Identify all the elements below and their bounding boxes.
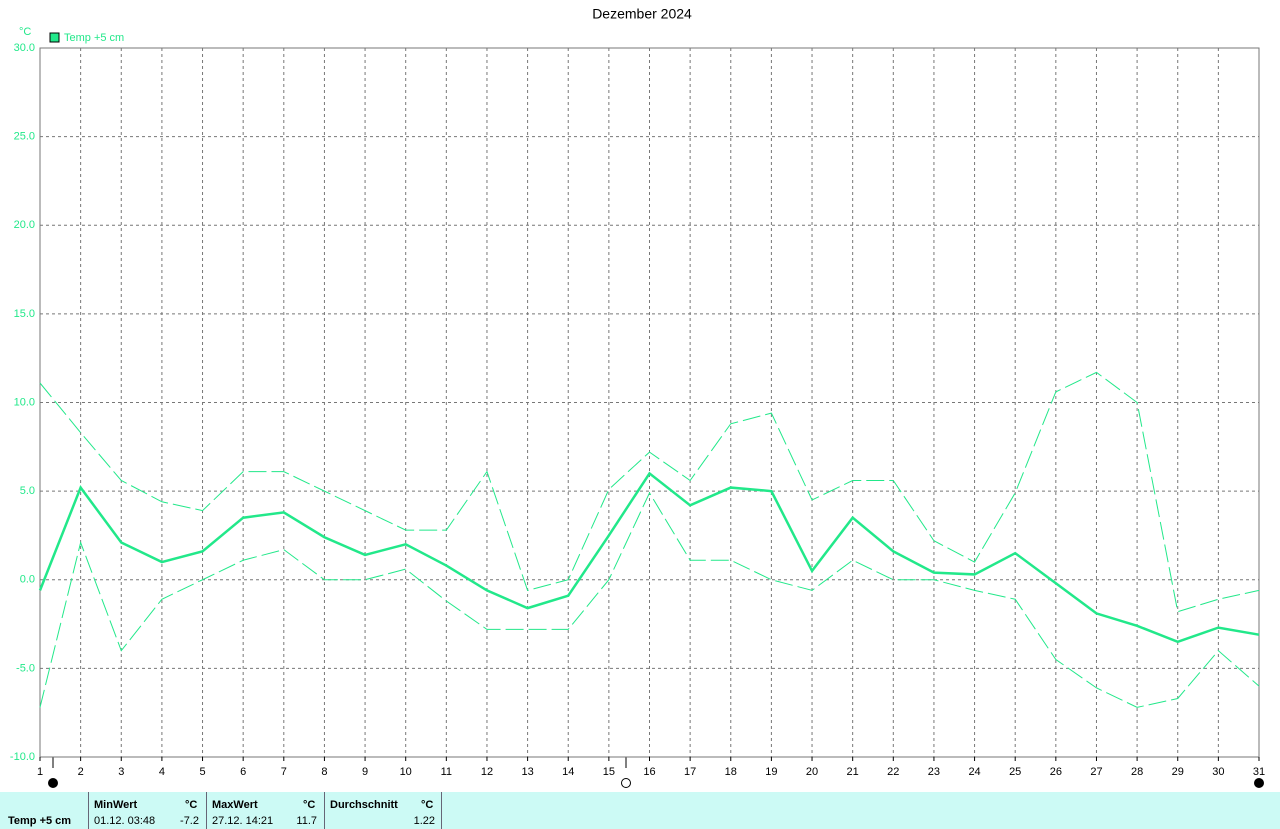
value: -7.2 <box>180 815 199 827</box>
x-tick-label: 20 <box>806 766 818 778</box>
x-tick-label: 13 <box>521 766 533 778</box>
x-tick-label: 29 <box>1172 766 1184 778</box>
x-tick-label: 21 <box>847 766 859 778</box>
unit: °C <box>421 799 434 811</box>
max-line <box>39 371 1260 613</box>
separator <box>206 792 207 829</box>
x-tick-label: 24 <box>968 766 980 778</box>
x-tick-label: 28 <box>1131 766 1143 778</box>
unit: °C <box>185 799 198 811</box>
x-tick-label: 19 <box>765 766 777 778</box>
y-tick-label: 5.0 <box>20 485 35 497</box>
x-tick-label: 27 <box>1090 766 1102 778</box>
x-tick-label: 31 <box>1253 766 1265 778</box>
value: 11.7 <box>296 815 317 827</box>
x-tick-label: 2 <box>78 766 84 778</box>
moon-icon <box>48 778 58 788</box>
y-tick-label: 10.0 <box>14 396 35 408</box>
x-tick-label: 25 <box>1009 766 1021 778</box>
min-line <box>39 491 1260 708</box>
x-tick-label: 11 <box>441 766 452 778</box>
x-tick-label: 15 <box>603 766 615 778</box>
moon-icon <box>1254 778 1264 788</box>
legend-swatch <box>49 32 60 43</box>
x-tick-label: 9 <box>362 766 368 778</box>
x-tick-label: 1 <box>37 766 43 778</box>
table-label: Temp +5 cm <box>8 815 72 827</box>
x-tick-label: 5 <box>199 766 205 778</box>
time: 27.12. 14:21 <box>212 815 274 827</box>
x-tick-label: 16 <box>643 766 655 778</box>
y-unit: °C <box>19 26 31 38</box>
y-tick-label: -5.0 <box>16 662 35 674</box>
x-tick-label: 7 <box>281 766 287 778</box>
x-tick-label: 6 <box>240 766 246 778</box>
x-tick-label: 30 <box>1212 766 1224 778</box>
separator <box>324 792 325 829</box>
y-tick-label: 30.0 <box>14 42 35 54</box>
header: MinWert <box>94 799 138 811</box>
y-tick-label: 20.0 <box>14 219 35 231</box>
header: MaxWert <box>212 799 258 811</box>
summary-table: Temp +5 cm MinWert °C 01.12. 03:48 -7.2 … <box>0 792 1280 829</box>
chart: Dezember 2024 °C Temp +5 cm -10.0 -5.0 0.0… <box>10 6 1265 788</box>
x-tick-label: 26 <box>1050 766 1062 778</box>
y-tick-label: -10.0 <box>10 751 35 763</box>
x-tick-label: 23 <box>928 766 940 778</box>
line <box>38 471 1260 644</box>
value: 1.22 <box>413 815 435 827</box>
x-tick-label: 14 <box>562 766 574 778</box>
x-tick-label: 12 <box>481 766 493 778</box>
x-tick-label: 22 <box>887 766 899 778</box>
legend-label: Temp +5 cm <box>64 32 124 44</box>
y-tick-label: 25.0 <box>14 131 35 143</box>
unit: °C <box>303 799 316 811</box>
time: 01.12. 03:48 <box>94 815 156 827</box>
chart-title: Dezember 2024 <box>592 6 692 22</box>
x-tick-label: 4 <box>159 766 165 778</box>
y-tick-label: 0.0 <box>20 574 35 586</box>
x-tick-label: 3 <box>118 766 124 778</box>
x-tick-label: 10 <box>400 766 412 778</box>
x-tick-label: 18 <box>725 766 737 778</box>
x-tick-label: 8 <box>321 766 327 778</box>
separator <box>88 792 89 829</box>
separator <box>441 792 442 829</box>
header: Durchschnitt <box>330 799 398 811</box>
moon-icon <box>621 778 631 788</box>
x-tick-label: 17 <box>684 766 696 778</box>
y-tick-label: 15.0 <box>14 308 35 320</box>
